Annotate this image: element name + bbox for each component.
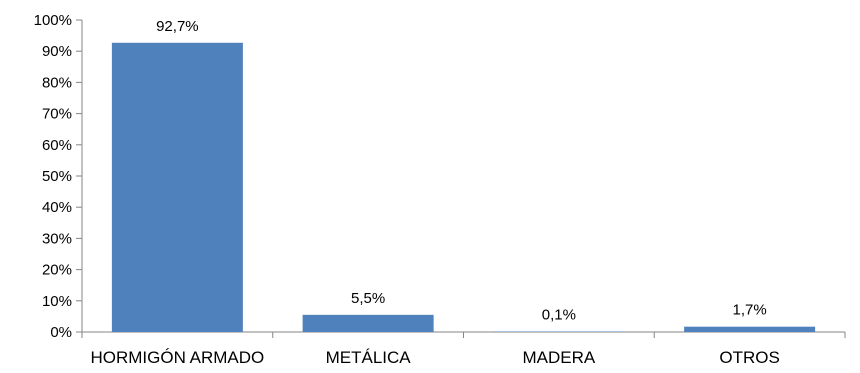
bar: [302, 314, 434, 332]
y-tick-label: 60%: [42, 137, 72, 154]
category-label: METÁLICA: [326, 348, 412, 367]
y-tick-label: 40%: [42, 199, 72, 216]
y-tick-label: 100%: [34, 12, 72, 29]
bar: [684, 326, 816, 332]
data-label: 1,7%: [733, 302, 767, 319]
bar: [493, 331, 625, 332]
y-tick-label: 20%: [42, 262, 72, 279]
y-tick-label: 90%: [42, 43, 72, 60]
bar: [111, 42, 243, 332]
y-axis: 0% 10% 20% 30% 40% 50% 60% 70% 80% 90% 100%: [34, 12, 83, 341]
data-label: 5,5%: [351, 290, 385, 307]
category-label: MADERA: [523, 348, 596, 367]
y-tick-label: 70%: [42, 106, 72, 123]
x-axis: HORMIGÓN ARMADO METÁLICA MADERA OTROS: [81, 331, 846, 367]
y-tick-label: 10%: [42, 293, 72, 310]
y-tick-label: 0%: [50, 324, 72, 341]
y-tick-label: 50%: [42, 168, 72, 185]
y-tick-label: 80%: [42, 74, 72, 91]
data-labels: 92,7% 5,5% 0,1% 1,7%: [156, 18, 767, 324]
data-label: 92,7%: [156, 18, 199, 35]
data-label: 0,1%: [542, 307, 576, 324]
y-tick-label: 30%: [42, 230, 72, 247]
bars: [111, 42, 816, 332]
category-label: HORMIGÓN ARMADO: [90, 348, 264, 367]
category-label: OTROS: [719, 348, 779, 367]
